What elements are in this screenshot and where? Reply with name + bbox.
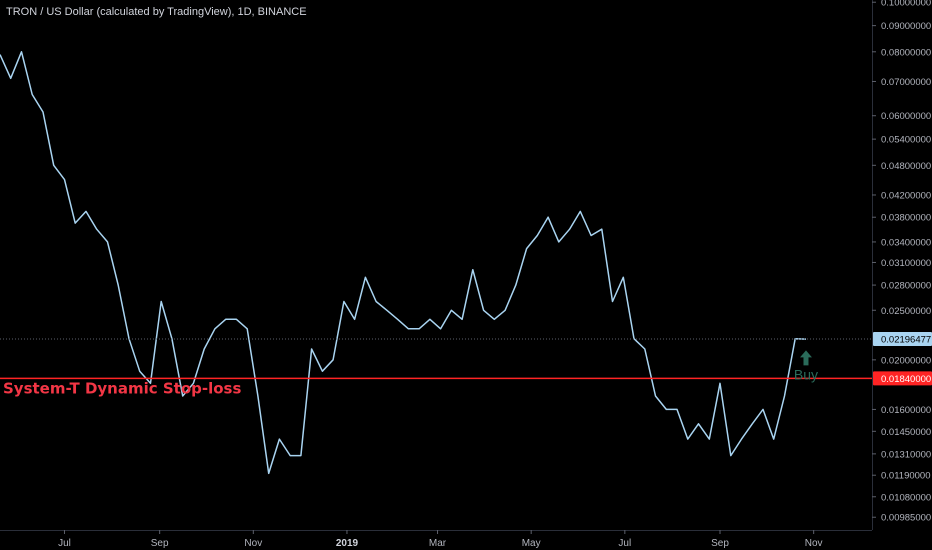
- chart-title: TRON / US Dollar (calculated by TradingV…: [6, 6, 307, 18]
- y-tick-label-7: 0.04200000: [881, 190, 931, 201]
- x-tick-label-4: Mar: [429, 538, 447, 549]
- x-axis[interactable]: Jul Sep Nov 2019 Mar May Jul Sep Nov: [58, 530, 823, 549]
- x-tick-label-6: Jul: [618, 538, 631, 549]
- last-price-badge: [873, 332, 932, 347]
- x-tick-label-7: Sep: [711, 538, 729, 549]
- buy-arrow-icon: [799, 350, 812, 366]
- annotations: System-T Dynamic Stop-loss Buy: [3, 350, 818, 397]
- y-tick-label-5: 0.05400000: [881, 135, 931, 146]
- y-tick-label-18: 0.01080000: [881, 492, 931, 503]
- y-tick-label-3: 0.07000000: [881, 77, 931, 88]
- price-line[interactable]: [0, 51, 807, 475]
- x-tick-label-2: Nov: [244, 538, 262, 549]
- buy-label: Buy: [794, 366, 818, 382]
- y-tick-label-8: 0.03800000: [881, 213, 931, 224]
- y-tick-label-13: 0.02000000: [881, 355, 931, 366]
- x-tick-label-5: May: [522, 538, 541, 549]
- y-tick-label-11: 0.02800000: [881, 281, 931, 292]
- y-tick-label-2: 0.08000000: [881, 47, 931, 58]
- y-tick-label-17: 0.01190000: [881, 471, 931, 482]
- last-price-badge-text: 0.02196477: [881, 335, 931, 346]
- stop-level-badge-text: 0.01840000: [881, 374, 931, 385]
- stop-level-badge: [873, 371, 932, 386]
- y-tick-label-10: 0.03100000: [881, 258, 931, 269]
- plot-area[interactable]: [0, 51, 872, 475]
- x-tick-label-8: Nov: [805, 538, 823, 549]
- y-tick-label-4: 0.06000000: [881, 111, 931, 122]
- y-axis[interactable]: 0.10000000 0.09000000 0.08000000 0.07000000…: [872, 0, 932, 524]
- y-tick-label-9: 0.03400000: [881, 237, 931, 248]
- y-tick-label-15: 0.01450000: [881, 427, 931, 438]
- y-tick-label-16: 0.01310000: [881, 449, 931, 460]
- y-tick-label-19: 0.00985000: [881, 513, 931, 524]
- y-tick-label-6: 0.04800000: [881, 161, 931, 172]
- y-tick-label-0: 0.10000000: [881, 0, 931, 9]
- y-tick-label-12: 0.02500000: [881, 306, 931, 317]
- y-tick-label-14: 0.01600000: [881, 405, 931, 416]
- x-tick-label-0: Jul: [58, 538, 71, 549]
- x-tick-label-1: Sep: [151, 538, 169, 549]
- stop-loss-label: System-T Dynamic Stop-loss: [3, 379, 241, 397]
- y-tick-label-1: 0.09000000: [881, 21, 931, 32]
- x-tick-label-3: 2019: [336, 538, 359, 549]
